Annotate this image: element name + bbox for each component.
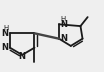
Text: N: N bbox=[1, 43, 8, 52]
Text: H: H bbox=[61, 16, 66, 22]
Text: N: N bbox=[19, 52, 26, 61]
Text: N: N bbox=[1, 29, 8, 38]
Text: N: N bbox=[61, 34, 68, 43]
Text: H: H bbox=[3, 25, 8, 31]
Text: N: N bbox=[61, 20, 68, 29]
